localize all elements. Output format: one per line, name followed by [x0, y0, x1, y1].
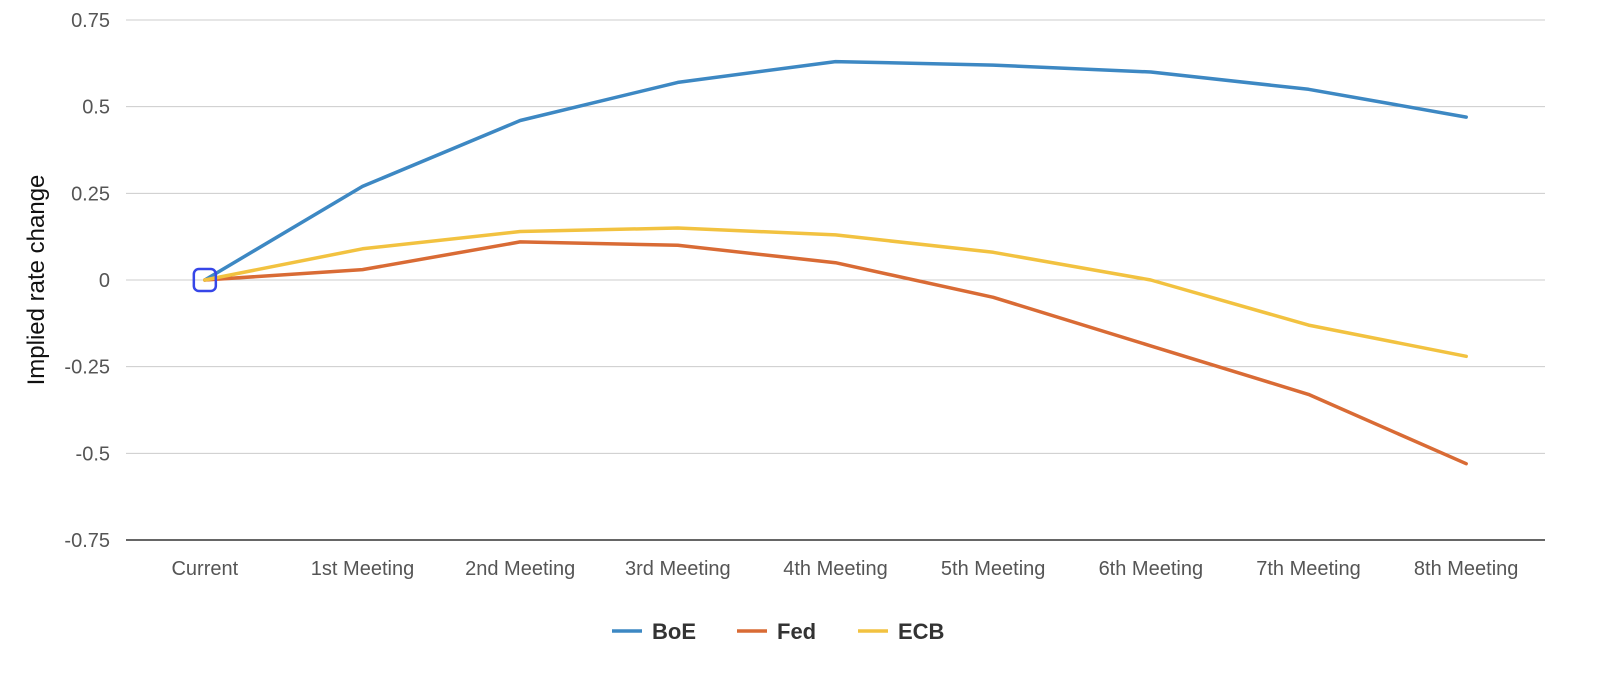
- highlight-marker-layer: [192, 267, 218, 293]
- legend-label-boe: BoE: [652, 619, 696, 644]
- legend-label-ecb: ECB: [898, 619, 944, 644]
- legend: BoE Fed ECB: [612, 619, 944, 644]
- y-tick-label: -0.5: [76, 443, 110, 465]
- y-tick-label: 0.75: [71, 10, 110, 32]
- x-axis-tick-labels: Current 1st Meeting 2nd Meeting 3rd Meeting…: [171, 558, 1518, 580]
- y-tick-label: -0.25: [64, 357, 110, 379]
- highlight-marker: [192, 267, 218, 293]
- series-lines: [203, 59, 1468, 466]
- y-tick-label: 0.5: [82, 97, 110, 119]
- x-tick-label: 8th Meeting: [1414, 558, 1519, 580]
- gridlines: [126, 19, 1545, 541]
- series-line-ecb: [203, 226, 1468, 359]
- x-tick-label: 2nd Meeting: [465, 558, 575, 580]
- series-line-boe: [203, 59, 1468, 282]
- y-axis-title: Implied rate change: [23, 175, 50, 386]
- x-tick-label: 1st Meeting: [311, 558, 414, 580]
- x-tick-label: 3rd Meeting: [625, 558, 731, 580]
- y-axis-tick-labels: 0.75 0.5 0.25 0 -0.25 -0.5 -0.75: [64, 10, 110, 552]
- legend-label-fed: Fed: [777, 619, 816, 644]
- x-tick-label: 4th Meeting: [783, 558, 888, 580]
- y-tick-label: -0.75: [64, 530, 110, 552]
- x-tick-label: Current: [171, 558, 238, 580]
- y-tick-label: 0: [99, 270, 110, 292]
- x-tick-label: 7th Meeting: [1256, 558, 1361, 580]
- series-line-fed: [203, 240, 1468, 466]
- y-tick-label: 0.25: [71, 183, 110, 205]
- x-tick-label: 5th Meeting: [941, 558, 1046, 580]
- x-tick-label: 6th Meeting: [1099, 558, 1204, 580]
